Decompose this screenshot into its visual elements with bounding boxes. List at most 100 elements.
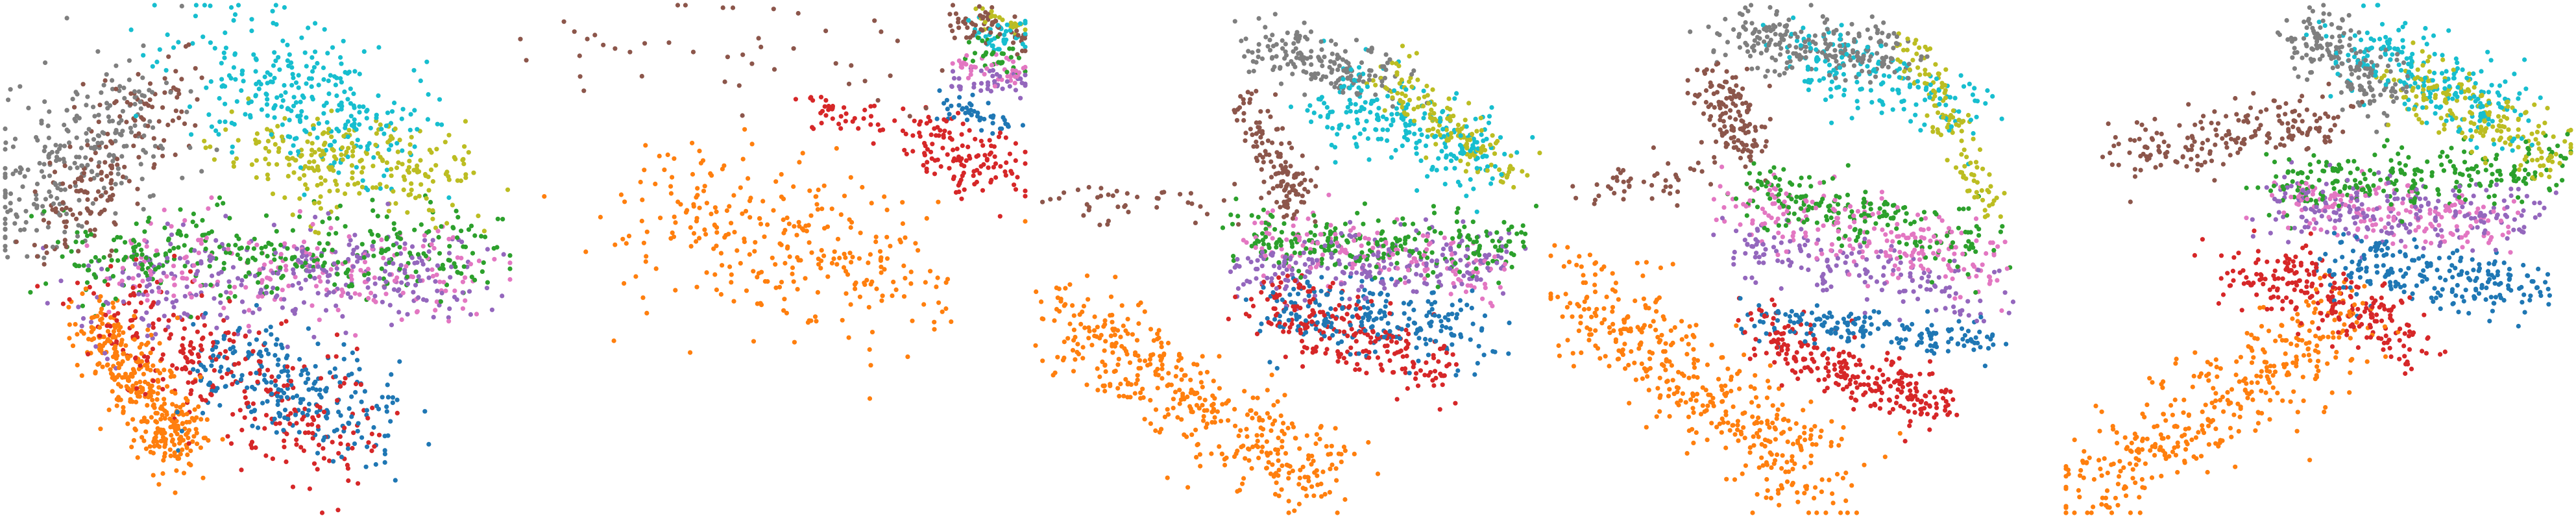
scatter-point	[927, 118, 932, 123]
scatter-point	[1361, 221, 1366, 227]
scatter-point	[967, 35, 973, 40]
scatter-point	[945, 152, 950, 157]
scatter-point	[1265, 315, 1270, 321]
scatter-point	[443, 140, 448, 145]
scatter-point	[988, 88, 993, 94]
scatter-point	[106, 407, 112, 413]
scatter-point	[1243, 36, 1248, 42]
scatter-point	[1232, 265, 1237, 270]
scatter-point	[156, 289, 162, 294]
scatter-point	[395, 410, 400, 416]
scatter-point	[327, 216, 332, 221]
scatter-point	[351, 247, 356, 253]
scatter-point	[324, 120, 330, 125]
scatter-point	[979, 128, 984, 133]
scatter-point	[1462, 224, 1467, 230]
scatter-point	[1396, 64, 1402, 69]
scatter-point	[1060, 358, 1066, 363]
scatter-point	[1371, 317, 1376, 323]
scatter-point	[1246, 447, 1252, 452]
scatter-point	[389, 173, 394, 179]
scatter-point	[273, 250, 278, 256]
scatter-point	[42, 174, 47, 179]
scatter-point	[1356, 288, 1361, 293]
scatter-point	[316, 82, 321, 88]
scatter-point	[1474, 258, 1479, 263]
scatter-point	[162, 401, 167, 406]
scatter-point	[292, 311, 297, 316]
scatter-point	[379, 250, 384, 255]
scatter-point	[172, 442, 177, 447]
scatter-point	[1367, 73, 1372, 78]
scatter-point	[345, 134, 351, 140]
scatter-point	[1488, 162, 1494, 167]
scatter-point	[712, 223, 718, 228]
scatter-point	[1403, 280, 1408, 286]
scatter-point	[409, 188, 414, 193]
scatter-point	[153, 332, 158, 337]
scatter-point	[879, 298, 884, 303]
scatter-point	[751, 339, 757, 344]
scatter-point	[849, 260, 854, 265]
scatter-point	[259, 107, 264, 112]
scatter-point	[666, 40, 672, 45]
scatter-point	[871, 141, 876, 146]
scatter-point	[1267, 152, 1272, 158]
scatter-point	[359, 158, 364, 163]
scatter-point	[990, 22, 995, 27]
scatter-point	[1416, 251, 1422, 256]
scatter-point	[309, 84, 314, 89]
scatter-point	[73, 322, 78, 327]
scatter-point	[25, 254, 30, 259]
scatter-point	[1391, 370, 1396, 375]
scatter-point	[868, 104, 873, 109]
scatter-point	[455, 178, 460, 183]
scatter-point	[1003, 135, 1008, 140]
scatter-point	[176, 40, 181, 45]
scatter-point	[230, 345, 236, 350]
scatter-point	[221, 83, 226, 88]
scatter-point	[178, 404, 183, 410]
scatter-point	[1357, 236, 1363, 241]
scatter-point	[1235, 214, 1241, 219]
scatter-point	[830, 116, 835, 121]
scatter-point	[283, 256, 288, 262]
scatter-point	[1280, 38, 1285, 43]
scatter-point	[102, 207, 107, 212]
scatter-point	[485, 280, 491, 285]
scatter-point	[334, 93, 339, 99]
scatter-point	[1155, 336, 1160, 341]
scatter-point	[339, 293, 344, 299]
scatter-point	[285, 416, 291, 421]
scatter-point	[122, 95, 127, 101]
scatter-point	[173, 490, 178, 495]
scatter-point	[200, 410, 206, 416]
scatter-point	[121, 256, 127, 262]
scatter-point	[921, 163, 926, 168]
scatter-point	[289, 60, 294, 66]
scatter-point	[75, 177, 81, 182]
scatter-point	[300, 249, 305, 254]
scatter-point	[209, 124, 214, 129]
scatter-point	[99, 90, 104, 95]
scatter-point	[356, 180, 361, 186]
scatter-point	[665, 152, 670, 158]
scatter-point	[306, 326, 311, 331]
scatter-point	[193, 3, 199, 8]
scatter-point	[422, 233, 428, 238]
scatter-point	[276, 357, 281, 362]
scatter-point	[423, 253, 429, 259]
scatter-point	[1204, 369, 1210, 375]
scatter-point	[1258, 109, 1263, 114]
scatter-point	[42, 148, 47, 154]
scatter-point	[335, 188, 340, 193]
scatter-point	[252, 137, 258, 143]
scatter-point	[182, 255, 188, 260]
scatter-point	[818, 95, 824, 100]
scatter-point	[28, 290, 33, 295]
scatter-point	[306, 76, 311, 81]
scatter-point	[222, 55, 227, 60]
scatter-point	[250, 423, 255, 428]
scatter-point	[57, 212, 62, 217]
scatter-point	[262, 74, 267, 80]
